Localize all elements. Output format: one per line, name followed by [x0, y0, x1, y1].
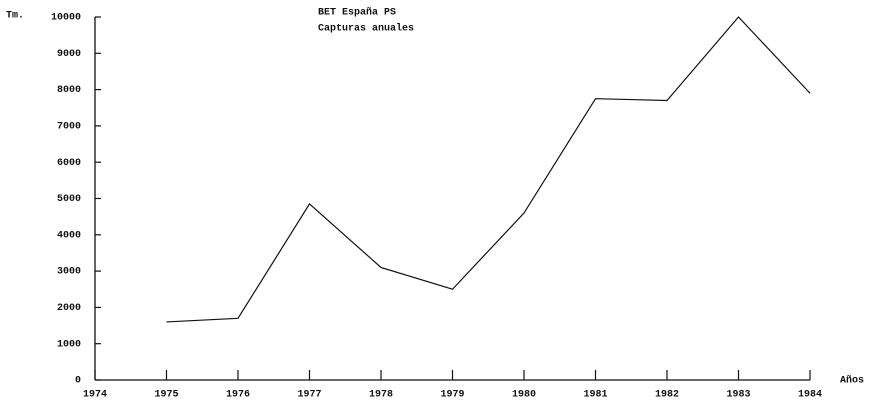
y-tick-label: 0: [75, 376, 81, 387]
x-tick-label: 1974: [83, 390, 107, 401]
y-tick-label: 10000: [51, 13, 81, 24]
x-tick-label: 1976: [226, 390, 250, 401]
y-tick-label: 9000: [57, 49, 81, 60]
x-tick-label: 1975: [154, 390, 178, 401]
x-tick-label: 1981: [583, 390, 607, 401]
chart-subtitle: Capturas anuales: [318, 23, 414, 35]
x-tick-label: 1982: [655, 390, 679, 401]
y-axis-label: Tm.: [6, 11, 24, 22]
x-tick-label: 1984: [798, 390, 822, 401]
y-tick-label: 3000: [57, 267, 81, 278]
x-tick-label: 1977: [297, 390, 321, 401]
y-tick-label: 4000: [57, 230, 81, 241]
x-tick-label: 1980: [512, 390, 536, 401]
y-tick-label: 7000: [57, 122, 81, 133]
y-tick-label: 2000: [57, 303, 81, 314]
x-axis-label: Años: [840, 375, 864, 387]
chart-title: BET España PS: [318, 7, 396, 19]
x-tick-label: 1978: [369, 390, 393, 401]
y-tick-label: 5000: [57, 194, 81, 205]
y-tick-label: 1000: [57, 339, 81, 350]
y-tick-label: 6000: [57, 158, 81, 169]
y-tick-label: 8000: [57, 85, 81, 96]
data-line: [166, 16, 811, 323]
x-tick-label: 1983: [726, 390, 750, 401]
x-tick-label: 1979: [440, 390, 464, 401]
